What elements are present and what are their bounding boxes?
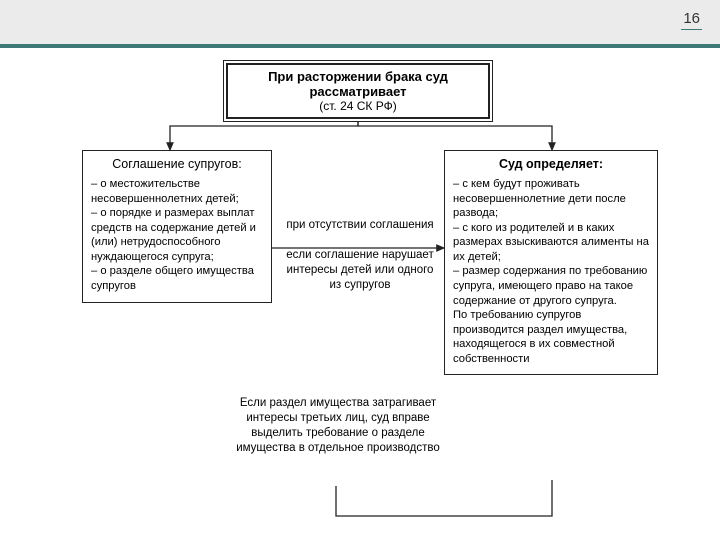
header-band: 16 <box>0 0 720 48</box>
diagram-canvas: При расторжении брака суд рассматривает … <box>0 48 720 540</box>
left-body: – о местожительстве несовершеннолетних д… <box>83 173 271 302</box>
page-number: 16 <box>681 10 702 30</box>
title-box: При расторжении брака суд рассматривает … <box>223 60 493 122</box>
right-body: – с кем будут проживать несовершеннолетн… <box>445 173 657 374</box>
mid-text: при отсутствии соглашения если соглашени… <box>280 218 440 293</box>
title-line2: (ст. 24 СК РФ) <box>236 99 480 113</box>
right-box: Суд определяет: – с кем будут проживать … <box>444 150 658 375</box>
title-line1: При расторжении брака суд рассматривает <box>236 69 480 99</box>
bottom-note: Если раздел имущества затрагивает интере… <box>228 396 448 456</box>
left-box: Соглашение супругов: – о местожительстве… <box>82 150 272 303</box>
right-heading: Суд определяет: <box>445 151 657 173</box>
left-heading: Соглашение супругов: <box>83 151 271 173</box>
